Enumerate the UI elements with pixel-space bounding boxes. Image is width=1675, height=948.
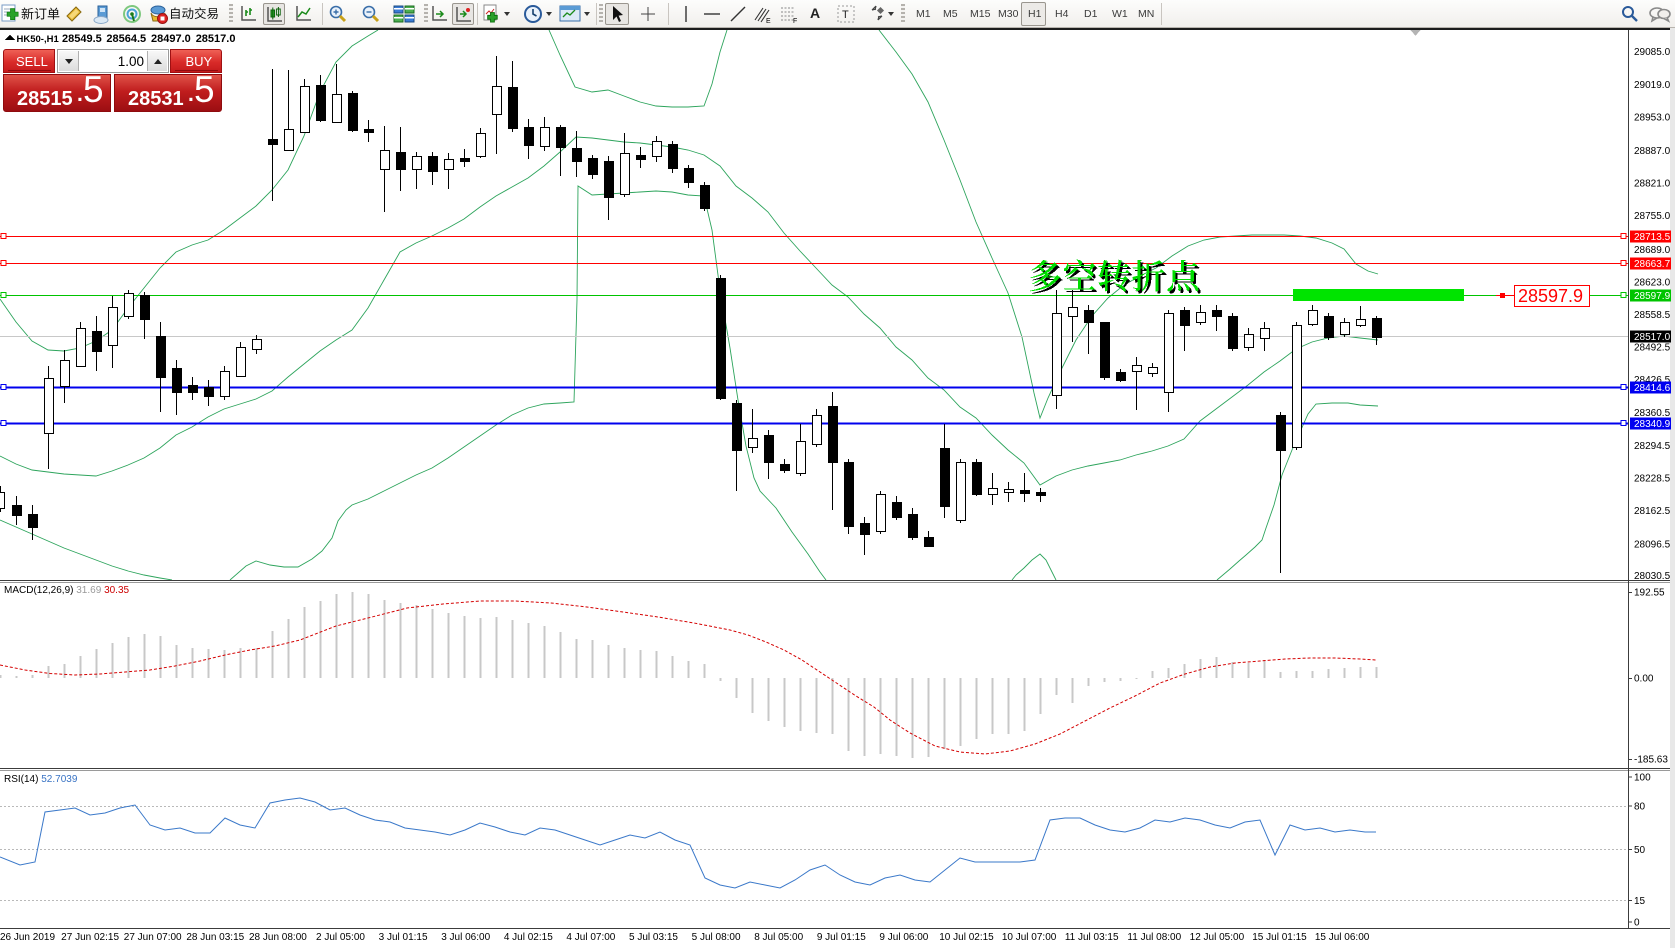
svg-text:0.00: 0.00 <box>1634 674 1654 685</box>
svg-text:28953.0: 28953.0 <box>1634 113 1671 124</box>
svg-text:28517.0: 28517.0 <box>1634 332 1671 343</box>
svg-text:28689.0: 28689.0 <box>1634 245 1671 256</box>
svg-text:0: 0 <box>1634 918 1640 929</box>
svg-text:3 Jul 06:00: 3 Jul 06:00 <box>441 932 490 943</box>
svg-text:15 Jul 06:00: 15 Jul 06:00 <box>1315 932 1370 943</box>
svg-text:28821.0: 28821.0 <box>1634 178 1671 189</box>
svg-text:5 Jul 03:15: 5 Jul 03:15 <box>629 932 678 943</box>
svg-text:28492.5: 28492.5 <box>1634 343 1671 354</box>
svg-text:E: E <box>766 18 771 24</box>
svg-text:15: 15 <box>1634 896 1646 907</box>
svg-text:28887.0: 28887.0 <box>1634 146 1671 157</box>
svg-text:9 Jul 01:15: 9 Jul 01:15 <box>817 932 866 943</box>
svg-text:4 Jul 02:15: 4 Jul 02:15 <box>504 932 553 943</box>
svg-text:28663.7: 28663.7 <box>1634 259 1671 270</box>
svg-text:28 Jun 03:15: 28 Jun 03:15 <box>186 932 244 943</box>
svg-text:15 Jul 01:15: 15 Jul 01:15 <box>1252 932 1307 943</box>
svg-text:28558.5: 28558.5 <box>1634 310 1671 321</box>
svg-text:2 Jul 05:00: 2 Jul 05:00 <box>316 932 365 943</box>
svg-text:28597.9: 28597.9 <box>1518 286 1583 306</box>
svg-text:28713.5: 28713.5 <box>1634 232 1671 243</box>
svg-text:80: 80 <box>1634 802 1646 813</box>
svg-text:11 Jul 08:00: 11 Jul 08:00 <box>1127 932 1181 943</box>
svg-text:3 Jul 01:15: 3 Jul 01:15 <box>379 932 428 943</box>
svg-text:29019.0: 29019.0 <box>1634 80 1671 91</box>
svg-text:28414.6: 28414.6 <box>1634 383 1671 394</box>
svg-text:4 Jul 07:00: 4 Jul 07:00 <box>566 932 615 943</box>
svg-text:11 Jul 03:15: 11 Jul 03:15 <box>1065 932 1119 943</box>
svg-text:28340.9: 28340.9 <box>1634 419 1671 430</box>
svg-text:RSI(14) 52.7039: RSI(14) 52.7039 <box>4 774 78 785</box>
svg-text:T: T <box>842 9 849 21</box>
svg-text:28623.0: 28623.0 <box>1634 277 1671 288</box>
svg-text:MACD(12,26,9) 31.69 30.35: MACD(12,26,9) 31.69 30.35 <box>4 585 130 596</box>
svg-text:28755.0: 28755.0 <box>1634 211 1671 222</box>
svg-text:28 Jun 08:00: 28 Jun 08:00 <box>249 932 307 943</box>
svg-text:29085.0: 29085.0 <box>1634 47 1671 58</box>
svg-text:-185.63: -185.63 <box>1634 755 1668 766</box>
svg-text:50: 50 <box>1634 845 1646 856</box>
svg-text:28360.5: 28360.5 <box>1634 408 1671 419</box>
svg-text:10 Jul 02:15: 10 Jul 02:15 <box>939 932 994 943</box>
svg-text:8 Jul 05:00: 8 Jul 05:00 <box>754 932 803 943</box>
svg-text:27 Jun 07:00: 27 Jun 07:00 <box>124 932 182 943</box>
svg-text:F: F <box>793 18 797 24</box>
svg-text:HK50-,H1: HK50-,H1 <box>17 34 60 45</box>
svg-text:192.55: 192.55 <box>1634 588 1665 599</box>
svg-text:26 Jun 2019: 26 Jun 2019 <box>0 932 55 943</box>
svg-text:100: 100 <box>1634 773 1651 784</box>
svg-text:28294.5: 28294.5 <box>1634 441 1671 452</box>
svg-text:5 Jul 08:00: 5 Jul 08:00 <box>692 932 741 943</box>
svg-text:28426.5: 28426.5 <box>1634 375 1671 386</box>
svg-text:28228.5: 28228.5 <box>1634 474 1671 485</box>
svg-text:28162.5: 28162.5 <box>1634 506 1671 517</box>
svg-text:27 Jun 02:15: 27 Jun 02:15 <box>61 932 119 943</box>
svg-text:10 Jul 07:00: 10 Jul 07:00 <box>1002 932 1057 943</box>
svg-text:28030.5: 28030.5 <box>1634 571 1671 582</box>
svg-text:28597.9: 28597.9 <box>1634 291 1671 302</box>
svg-text:9 Jul 06:00: 9 Jul 06:00 <box>879 932 928 943</box>
svg-text:28096.5: 28096.5 <box>1634 539 1671 550</box>
svg-text:12 Jul 05:00: 12 Jul 05:00 <box>1190 932 1245 943</box>
